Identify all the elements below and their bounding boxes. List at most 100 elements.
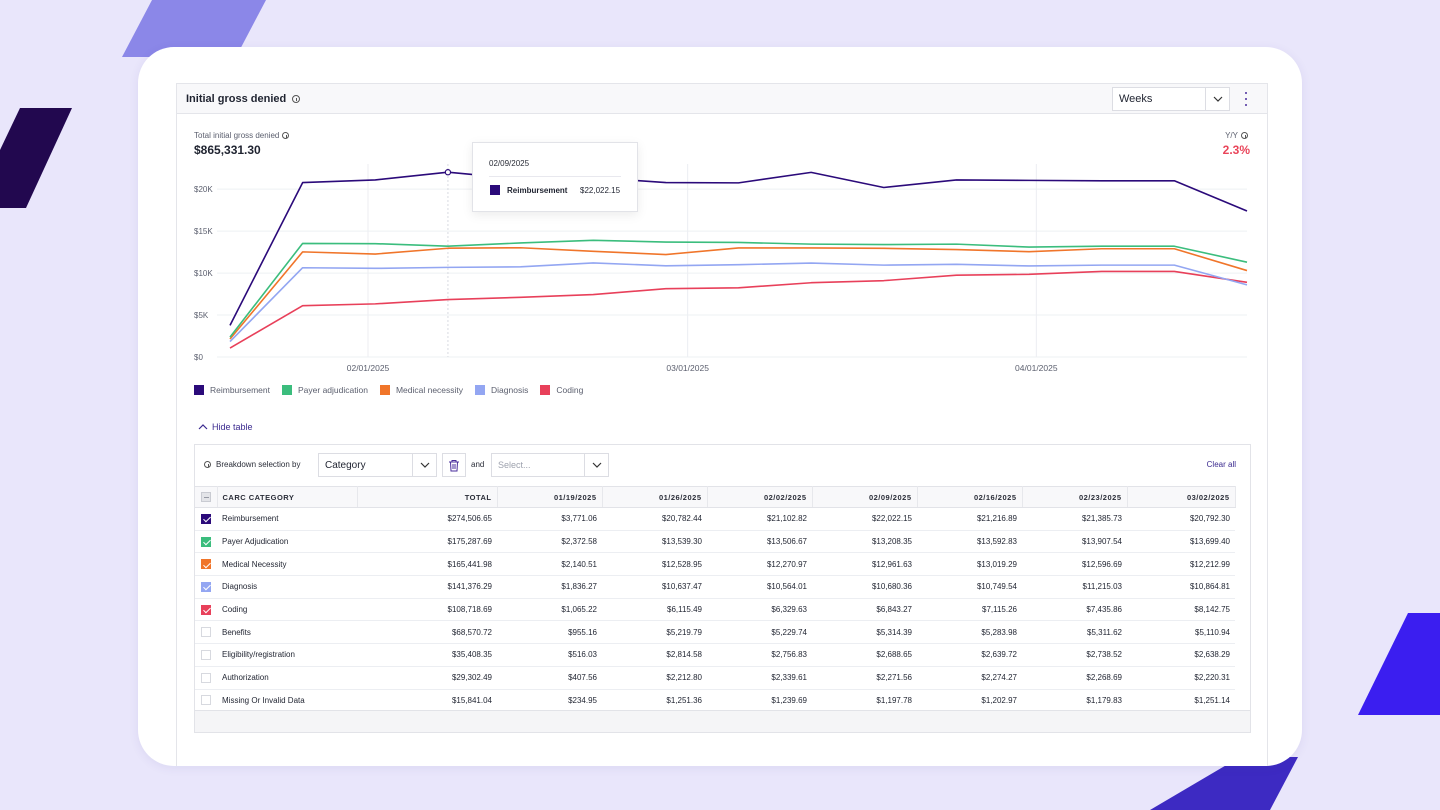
row-checkbox[interactable]: [195, 620, 217, 645]
series-line-reimbursement[interactable]: [229, 171, 1248, 326]
category-cell: Coding: [217, 598, 357, 622]
table-row[interactable]: Benefits $68,570.72 $955.16 $5,219.79 $5,229…: [195, 620, 1235, 645]
table-row[interactable]: Diagnosis $141,376.29 $1,836.27 $10,637.47 $…: [195, 575, 1235, 599]
hover-point[interactable]: [444, 169, 452, 176]
value-cell: $5,229.74: [707, 620, 812, 645]
tooltip-swatch: [490, 185, 500, 195]
series-line-coding[interactable]: [229, 270, 1248, 349]
column-header[interactable]: 02/09/2025: [812, 486, 918, 508]
column-header[interactable]: 02/23/2025: [1022, 486, 1128, 508]
row-checkbox[interactable]: [195, 552, 217, 577]
legend-label: Coding: [556, 385, 584, 395]
legend-item-reimbursement[interactable]: Reimbursement: [194, 385, 270, 395]
value-cell: $20,792.30: [1127, 507, 1235, 531]
table-row[interactable]: Payer Adjudication $175,287.69 $2,372.58 $1…: [195, 530, 1235, 554]
row-checkbox[interactable]: [195, 689, 217, 713]
chevron-down-icon[interactable]: [1205, 88, 1229, 110]
kebab-menu-icon[interactable]: [1243, 92, 1249, 106]
row-checkbox[interactable]: [195, 575, 217, 599]
column-header[interactable]: 01/19/2025: [497, 486, 603, 508]
value-cell: $108,718.69: [357, 598, 497, 622]
value-cell: $22,022.15: [812, 507, 917, 531]
row-checkbox[interactable]: [195, 598, 217, 622]
column-header[interactable]: 03/02/2025: [1127, 486, 1236, 508]
series-line-diagnosis[interactable]: [229, 262, 1248, 343]
period-select[interactable]: Weeks: [1112, 87, 1230, 111]
value-cell: $68,570.72: [357, 620, 497, 645]
value-cell: $141,376.29: [357, 575, 497, 599]
value-cell: $10,864.81: [1127, 575, 1235, 599]
value-cell: $1,202.97: [917, 689, 1022, 713]
table-header-row: CARC CATEGORY TOTAL 01/19/2025 01/26/2025 02…: [195, 486, 1236, 508]
table-row[interactable]: Missing Or Invalid Data $15,841.04 $234.95…: [195, 689, 1235, 713]
column-header[interactable]: CARC CATEGORY: [217, 486, 358, 508]
value-cell: $13,592.83: [917, 530, 1022, 554]
chevron-down-icon[interactable]: [584, 454, 608, 476]
category-cell: Medical Necessity: [217, 552, 357, 577]
row-checkbox[interactable]: [195, 643, 217, 667]
value-cell: $5,314.39: [812, 620, 917, 645]
row-checkbox[interactable]: [195, 666, 217, 690]
x-tick-label: 04/01/2025: [1015, 363, 1058, 373]
info-icon[interactable]: [292, 94, 301, 103]
column-header[interactable]: TOTAL: [357, 486, 498, 508]
table-row[interactable]: Coding $108,718.69 $1,065.22 $6,115.49 $6,32…: [195, 598, 1235, 622]
value-cell: $955.16: [497, 620, 602, 645]
value-cell: $10,564.01: [707, 575, 812, 599]
series-line-payer-adjudication[interactable]: [229, 239, 1248, 338]
value-cell: $2,688.65: [812, 643, 917, 667]
chevron-down-icon[interactable]: [412, 454, 436, 476]
line-chart: $0 $5K $10K $15K $20K 02/01/2025 03/01/2025 04/…: [194, 164, 1248, 373]
info-icon[interactable]: [1241, 132, 1248, 139]
tooltip-date: 02/09/2025: [489, 159, 530, 168]
series-line-medical-necessity[interactable]: [229, 246, 1248, 340]
column-header[interactable]: 02/02/2025: [707, 486, 813, 508]
table-row[interactable]: Authorization $29,302.49 $407.56 $2,212.80 $…: [195, 666, 1235, 690]
table-footer-scrollbar[interactable]: [195, 710, 1250, 732]
select-all-checkbox[interactable]: [195, 486, 218, 508]
metric-label: Total initial gross denied: [194, 131, 290, 140]
tooltip-series: Reimbursement: [507, 186, 568, 195]
breakdown-table-box: Breakdown selection by Category and Sele…: [194, 444, 1251, 733]
value-cell: $35,408.35: [357, 643, 497, 667]
table-row[interactable]: Medical Necessity $165,441.98 $2,140.51 $12…: [195, 552, 1235, 577]
legend-item-coding[interactable]: Coding: [540, 385, 583, 395]
clear-all-link[interactable]: Clear all: [1206, 460, 1236, 469]
breakdown-label-text: Breakdown selection by: [216, 460, 301, 469]
value-cell: $1,197.78: [812, 689, 917, 713]
table-row[interactable]: Reimbursement $274,506.65 $3,771.06 $20,782…: [195, 507, 1235, 531]
y-tick-label: $0: [194, 353, 203, 362]
column-header[interactable]: 01/26/2025: [602, 486, 708, 508]
column-header[interactable]: 02/16/2025: [917, 486, 1023, 508]
value-cell: $21,216.89: [917, 507, 1022, 531]
value-cell: $1,251.14: [1127, 689, 1235, 713]
value-cell: $10,680.36: [812, 575, 917, 599]
value-cell: $21,102.82: [707, 507, 812, 531]
info-icon[interactable]: [204, 461, 211, 468]
info-icon[interactable]: [282, 132, 290, 139]
category-cell: Payer Adjudication: [217, 530, 357, 554]
value-cell: $6,329.63: [707, 598, 812, 622]
legend-item-payer-adjudication[interactable]: Payer adjudication: [282, 385, 368, 395]
legend-item-medical-necessity[interactable]: Medical necessity: [379, 385, 463, 395]
yy-label-text: Y/Y: [1225, 131, 1238, 140]
panel-title: Initial gross denied: [186, 92, 287, 105]
secondary-select[interactable]: Select...: [491, 453, 609, 477]
row-checkbox[interactable]: [195, 530, 217, 554]
value-cell: $7,115.26: [917, 598, 1022, 622]
value-cell: $5,219.79: [602, 620, 707, 645]
trash-icon[interactable]: [442, 453, 466, 477]
category-select[interactable]: Category: [318, 453, 437, 477]
table-row[interactable]: Eligibility/registration $35,408.35 $516.0…: [195, 643, 1235, 667]
hide-table-toggle[interactable]: Hide table: [198, 422, 253, 432]
value-cell: $12,212.99: [1127, 552, 1235, 577]
row-checkbox[interactable]: [195, 507, 217, 531]
legend-label: Payer adjudication: [298, 385, 368, 395]
legend-swatch: [282, 385, 292, 395]
value-cell: $2,756.83: [707, 643, 812, 667]
value-cell: $7,435.86: [1022, 598, 1127, 622]
value-cell: $2,339.61: [707, 666, 812, 690]
legend-item-diagnosis[interactable]: Diagnosis: [475, 385, 528, 395]
value-cell: $516.03: [497, 643, 602, 667]
value-cell: $13,699.40: [1127, 530, 1235, 554]
